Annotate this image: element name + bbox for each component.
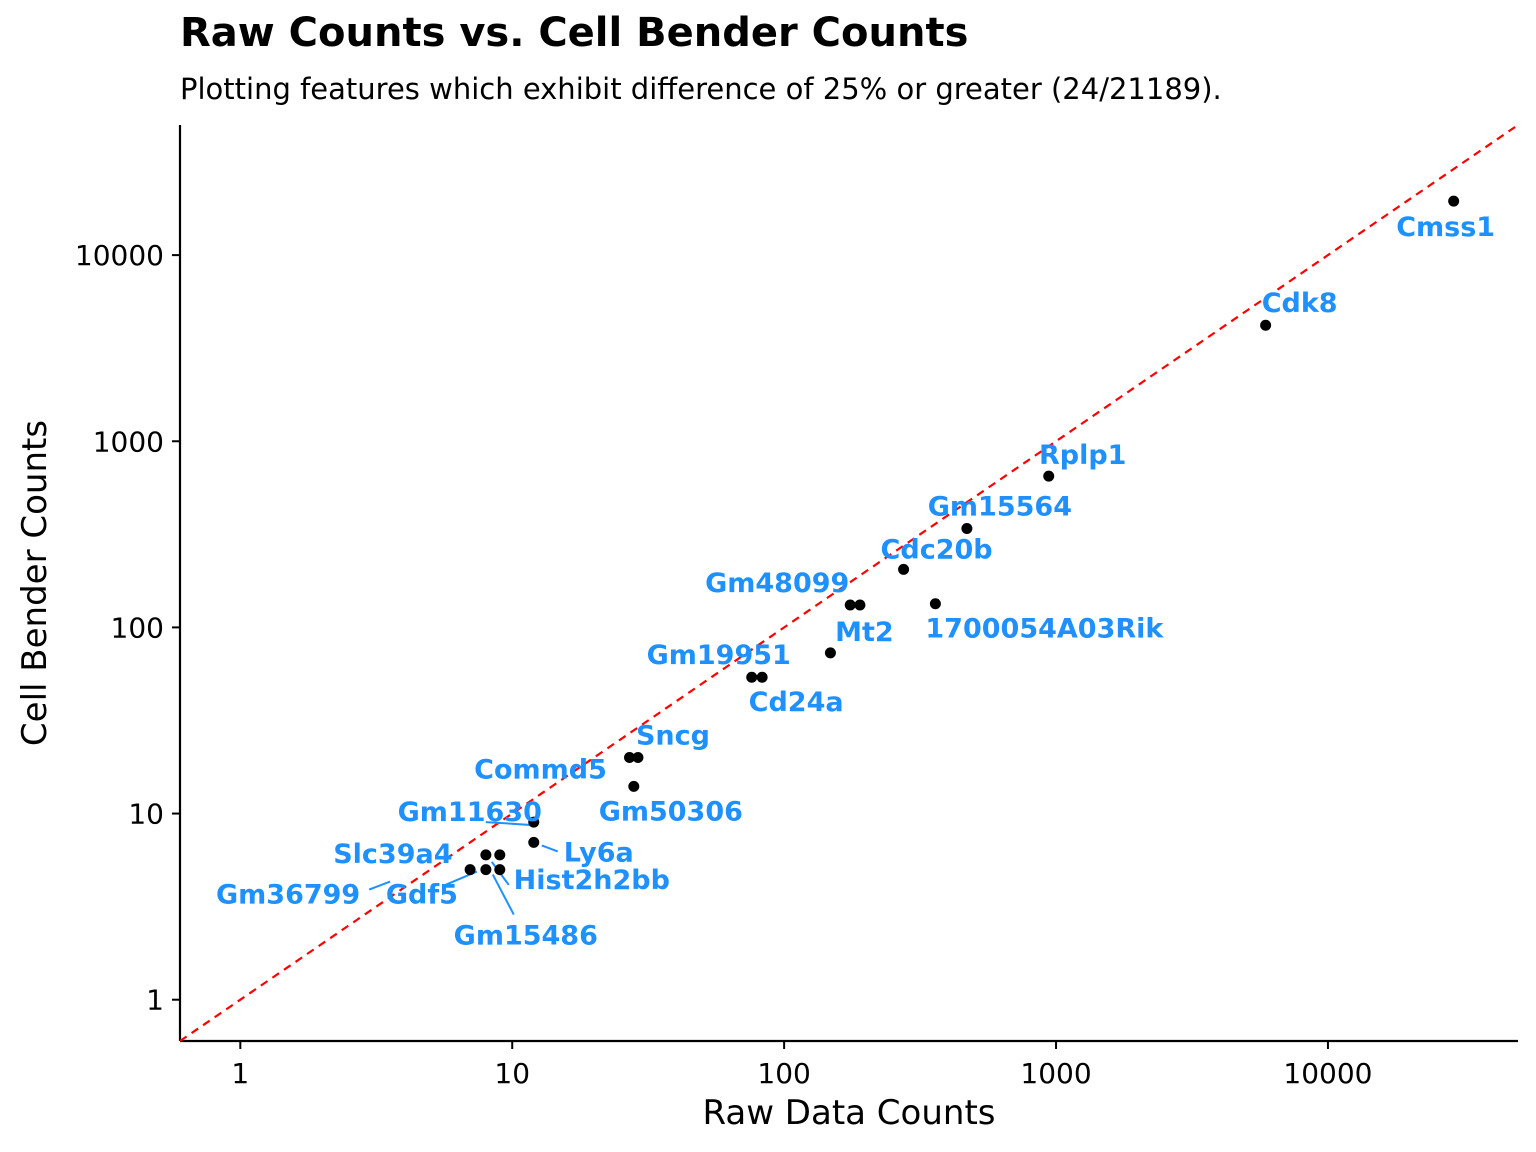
y-tick-label: 1 [146, 984, 164, 1017]
scatter-point [628, 780, 640, 792]
scatter-point [898, 563, 910, 575]
scatter-point [824, 647, 836, 659]
gene-label: Mt2 [835, 617, 894, 648]
x-tick-label: 100 [757, 1057, 810, 1090]
gene-label: Slc39a4 [333, 839, 452, 870]
gene-label: Cdk8 [1262, 288, 1338, 319]
scatter-point [961, 522, 973, 534]
scatter-point [1448, 195, 1460, 207]
scatter-point [528, 816, 540, 828]
scatter-point [929, 598, 941, 610]
scatter-point [746, 671, 758, 683]
gene-label: Gm50306 [599, 796, 743, 827]
scatter-point [1260, 319, 1272, 331]
gene-label: Hist2h2bb [514, 865, 670, 896]
chart-title: Raw Counts vs. Cell Bender Counts [180, 10, 969, 56]
y-tick-label: 100 [111, 611, 164, 644]
reference-line-layer [179, 124, 1519, 1042]
gene-label: 1700054A03Rik [925, 614, 1164, 645]
scatter-point [528, 836, 540, 848]
leader-line-layer [368, 821, 559, 916]
gene-label: Gm19951 [647, 640, 791, 671]
gene-label: Gm48099 [705, 568, 849, 599]
scatter-point [494, 864, 506, 876]
tick-layer: 1 10 100 1000 10000 1 10 100 1000 10000 [75, 239, 1373, 1090]
x-axis-title: Raw Data Counts [702, 1093, 995, 1133]
gene-label: Gm36799 [216, 880, 360, 911]
gene-label: Rplp1 [1039, 440, 1127, 471]
label-leader-line [485, 821, 533, 827]
scatter-point [844, 599, 856, 611]
label-leader-line [541, 844, 559, 853]
y-tick-label: 1000 [93, 425, 164, 458]
gene-label: Gm15486 [454, 921, 598, 952]
label-layer: Cmss1 Cdk8 Rplp1 Gm15564 Cdc20b Gm48099 170005… [216, 212, 1495, 951]
scatter-point [1043, 470, 1055, 482]
scatter-point [854, 599, 866, 611]
identity-reference-line [179, 124, 1519, 1042]
gene-label: Gdf5 [386, 880, 458, 911]
scatter-point [480, 849, 492, 861]
x-tick-label: 10 [494, 1057, 530, 1090]
label-leader-line [491, 874, 515, 916]
gene-label: Ly6a [564, 837, 634, 868]
scatter-point [624, 752, 636, 764]
y-tick-label: 10000 [75, 239, 164, 272]
gene-label: Gm11630 [398, 797, 542, 828]
scatter-point [756, 671, 768, 683]
scatter-point [480, 864, 492, 876]
point-layer [464, 195, 1460, 876]
gene-label: Commd5 [474, 755, 607, 786]
scatter-point [632, 752, 644, 764]
gene-label: Sncg [636, 721, 710, 752]
x-tick-label: 1000 [1020, 1057, 1091, 1090]
x-tick-label: 1 [231, 1057, 249, 1090]
gene-label: Cmss1 [1396, 212, 1495, 243]
gene-label: Gm15564 [928, 491, 1072, 522]
gene-label: Cd24a [749, 687, 844, 718]
chart-subtitle: Plotting features which exhibit differen… [180, 72, 1222, 106]
label-leader-line [368, 880, 391, 891]
y-axis-title: Cell Bender Counts [15, 420, 55, 746]
gene-label: Cdc20b [881, 534, 993, 565]
y-tick-label: 10 [128, 798, 164, 831]
scatter-point [464, 864, 476, 876]
x-tick-label: 10000 [1283, 1057, 1372, 1090]
scatter-point [494, 849, 506, 861]
